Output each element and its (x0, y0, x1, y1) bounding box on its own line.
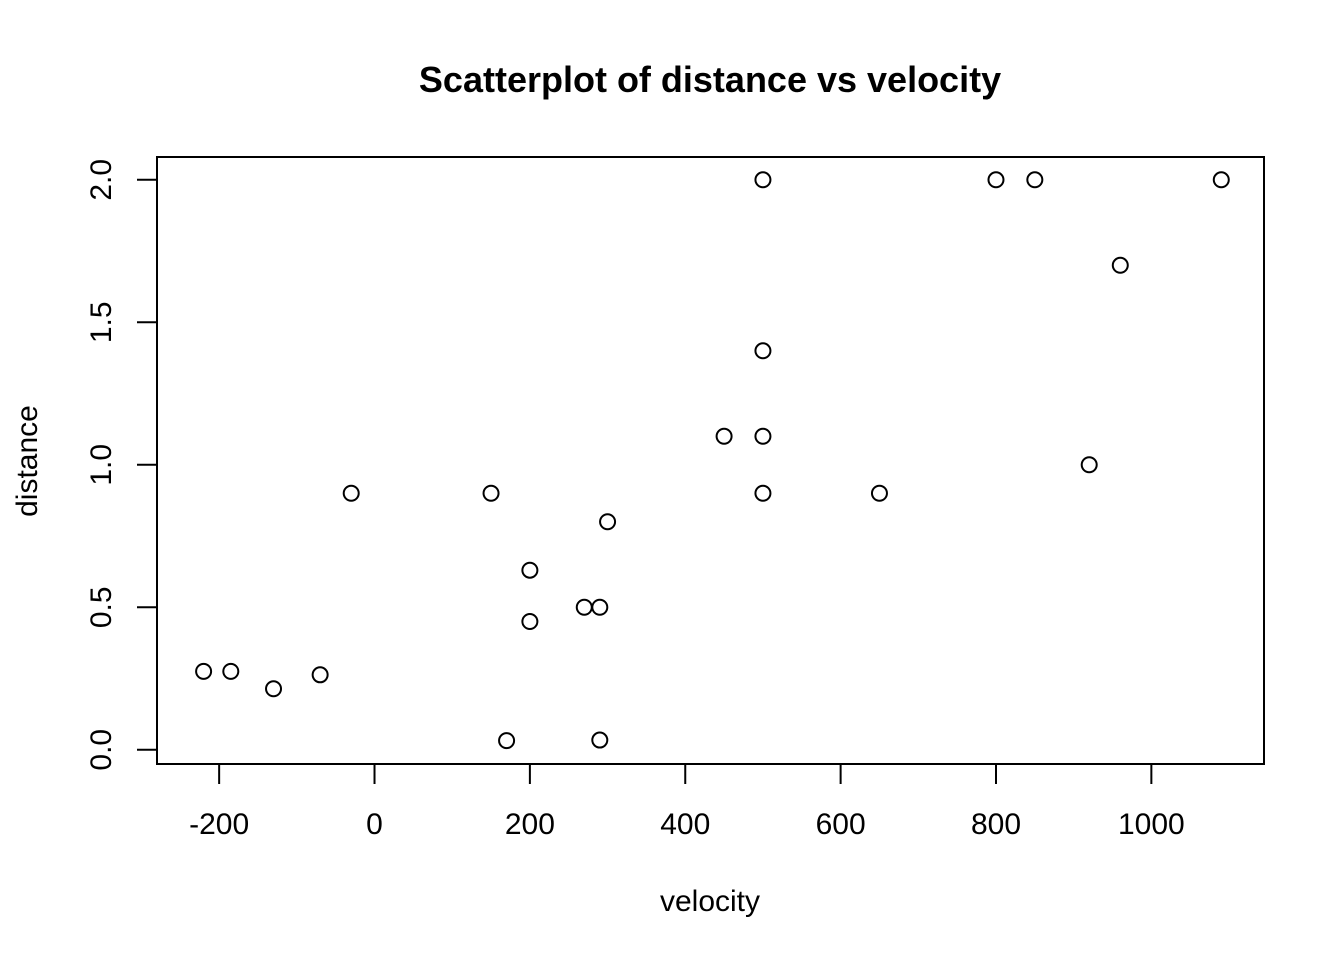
data-point (521, 561, 539, 579)
x-tick-label: 800 (971, 808, 1021, 841)
data-point (482, 484, 500, 502)
data-point (1080, 456, 1098, 474)
data-point (222, 662, 240, 680)
chart-title: Scatterplot of distance vs velocity (419, 59, 1001, 100)
plot-frame (156, 156, 1265, 765)
data-point (591, 731, 609, 749)
x-tick-label: 400 (660, 808, 710, 841)
data-point (1026, 171, 1044, 189)
data-point (715, 427, 733, 445)
data-point (987, 171, 1005, 189)
y-tick-label: 1.5 (85, 301, 118, 343)
data-point (311, 666, 329, 684)
data-point (265, 680, 283, 698)
data-point (754, 342, 772, 360)
x-tick-label: 200 (505, 808, 555, 841)
data-point (591, 598, 609, 616)
data-point (342, 484, 360, 502)
data-point (575, 598, 593, 616)
x-axis: -200 0 200 400 600 800 1000 (189, 763, 1185, 841)
x-tick-label: 0 (366, 808, 383, 841)
data-point (754, 484, 772, 502)
x-tick-label: -200 (189, 808, 249, 841)
x-tick-label: 1000 (1118, 808, 1185, 841)
y-tick-label: 0.0 (85, 729, 118, 771)
y-tick-label: 2.0 (85, 159, 118, 201)
x-axis-label: velocity (660, 885, 760, 918)
data-point (521, 613, 539, 631)
data-point (1212, 171, 1230, 189)
data-point (754, 427, 772, 445)
y-axis: 0.0 0.5 1.0 1.5 2.0 (85, 159, 158, 771)
y-tick-label: 1.0 (85, 444, 118, 486)
data-point (195, 662, 213, 680)
data-point (754, 171, 772, 189)
data-point (498, 732, 516, 750)
y-tick-label: 0.5 (85, 586, 118, 628)
data-points (195, 171, 1230, 750)
data-point (870, 484, 888, 502)
data-point (599, 513, 617, 531)
y-axis-label: distance (11, 405, 44, 517)
x-tick-label: 600 (816, 808, 866, 841)
data-point (1111, 256, 1129, 274)
